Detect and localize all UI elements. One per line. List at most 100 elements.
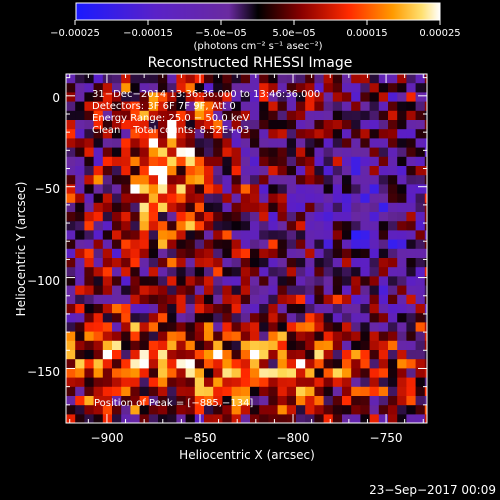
heatmap-cell: [148, 129, 159, 139]
heatmap-cell: [213, 322, 223, 333]
annotation-clean-counts: Clean Total counts: 8.52E+03: [92, 125, 249, 136]
heatmap-cell: [360, 258, 371, 268]
heatmap-cell: [84, 368, 95, 379]
heatmap-cell: [204, 267, 214, 277]
heatmap-cell: [176, 193, 187, 204]
heatmap-cell: [167, 359, 177, 369]
heatmap-cell: [148, 405, 159, 415]
heatmap-cell: [66, 138, 76, 149]
heatmap-cell: [305, 258, 315, 268]
heatmap-cell: [112, 359, 122, 369]
heatmap-cell: [415, 239, 426, 250]
heatmap-cell: [102, 294, 113, 305]
heatmap-cell: [360, 138, 371, 149]
heatmap-cell: [351, 212, 361, 222]
heatmap-cell: [176, 230, 187, 241]
heatmap-cell: [66, 74, 76, 84]
heatmap-cell: [185, 193, 196, 204]
heatmap-cell: [250, 166, 260, 176]
heatmap-cell: [130, 193, 141, 204]
heatmap-cell: [204, 202, 214, 213]
heatmap-cell: [185, 120, 196, 130]
heatmap-cell: [415, 322, 426, 333]
heatmap-cell: [112, 331, 122, 342]
heatmap-cell: [158, 276, 168, 287]
heatmap-cell: [250, 377, 260, 388]
heatmap-cell: [204, 331, 214, 342]
heatmap-cell: [112, 184, 122, 195]
heatmap-cell: [231, 386, 242, 397]
heatmap-cell: [93, 377, 104, 388]
heatmap-cell: [268, 285, 279, 296]
heatmap-cell: [102, 92, 113, 103]
heatmap-cell: [378, 110, 389, 121]
heatmap-cell: [342, 92, 352, 103]
heatmap-cell: [332, 230, 343, 241]
heatmap-cell: [369, 267, 380, 277]
heatmap-cell: [259, 359, 269, 369]
heatmap-cell: [93, 368, 104, 379]
heatmap-cell: [415, 120, 426, 130]
heatmap-cell: [75, 258, 85, 268]
heatmap-cell: [332, 221, 343, 231]
heatmap-cell: [397, 340, 407, 351]
heatmap-cell: [415, 258, 426, 268]
heatmap-cell: [268, 294, 279, 305]
heatmap-cell: [305, 248, 315, 259]
heatmap-cell: [121, 258, 131, 268]
heatmap-cell: [296, 248, 306, 259]
heatmap-cell: [130, 331, 141, 342]
heatmap-cell: [93, 147, 104, 158]
heatmap-cell: [176, 239, 187, 250]
heatmap-cell: [323, 304, 334, 314]
heatmap-cell: [406, 101, 417, 112]
heatmap-cell: [268, 230, 279, 241]
heatmap-cell: [176, 414, 187, 423]
heatmap-cell: [84, 322, 95, 333]
heatmap-cell: [351, 322, 361, 333]
colorbar-gradient: [75, 2, 441, 21]
heatmap-cell: [240, 414, 251, 423]
heatmap-cell: [296, 175, 306, 185]
heatmap-cell: [148, 184, 159, 195]
heatmap-cell: [351, 156, 361, 167]
heatmap-cell: [66, 313, 76, 323]
heatmap-cell: [204, 368, 214, 379]
heatmap-cell: [286, 129, 297, 139]
heatmap-cell: [268, 368, 279, 379]
heatmap-cell: [277, 340, 288, 351]
heatmap-cell: [351, 405, 361, 415]
heatmap-cell: [158, 377, 168, 388]
heatmap-cell: [360, 405, 371, 415]
axis-ticks: [66, 74, 427, 424]
heatmap-cell: [240, 248, 251, 259]
heatmap-cell: [93, 184, 104, 195]
heatmap-cell: [222, 239, 233, 250]
heatmap-cell: [286, 110, 297, 121]
heatmap-cell: [397, 202, 407, 213]
heatmap-cell: [158, 267, 168, 277]
heatmap-cell: [351, 193, 361, 204]
colorbar-ticks: [74, 20, 441, 25]
heatmap-cell: [204, 166, 214, 176]
heatmap-cell: [240, 212, 251, 222]
heatmap-cell: [305, 101, 315, 112]
heatmap-cell: [277, 230, 288, 241]
heatmap-cell: [388, 313, 398, 323]
heatmap-cell: [231, 239, 242, 250]
heatmap-cell: [213, 230, 223, 241]
heatmap-cell: [268, 386, 279, 397]
heatmap-cell: [332, 156, 343, 167]
heatmap-cell: [222, 74, 233, 84]
heatmap-cell: [397, 74, 407, 84]
heatmap-cell: [360, 202, 371, 213]
heatmap-cell: [194, 340, 205, 351]
heatmap-cell: [351, 350, 361, 360]
heatmap-cell: [314, 166, 325, 176]
heatmap-cell: [259, 193, 269, 204]
heatmap-cell: [84, 138, 95, 149]
heatmap-cell: [342, 258, 352, 268]
heatmap-cell: [305, 166, 315, 176]
heatmap-cell: [176, 258, 187, 268]
heatmap-cell: [332, 92, 343, 103]
